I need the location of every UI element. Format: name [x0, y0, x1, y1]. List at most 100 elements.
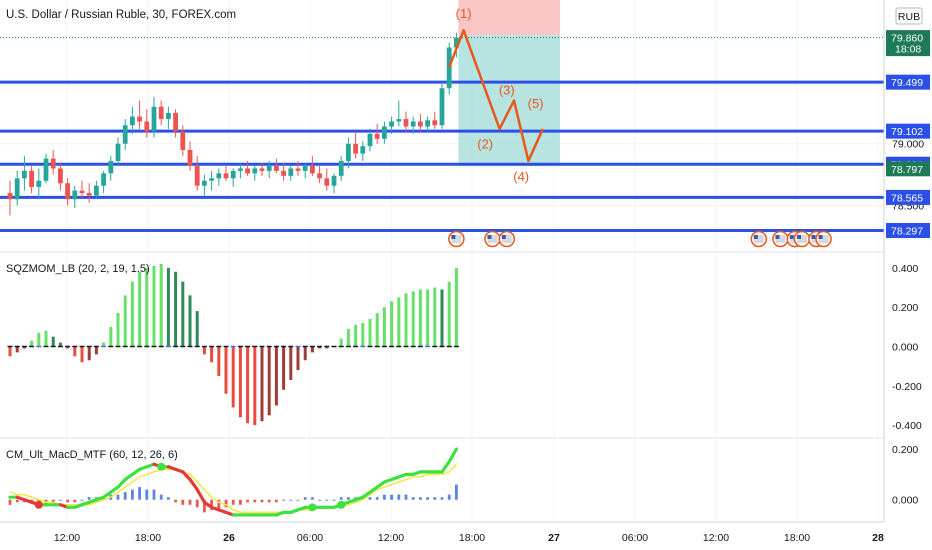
macd-histogram-bar — [59, 499, 62, 501]
event-markers[interactable] — [448, 230, 832, 248]
momentum-bar — [51, 336, 55, 347]
candle-body — [101, 173, 106, 186]
candle-body — [338, 161, 344, 176]
flag-stripes — [451, 235, 462, 243]
momentum-bar — [447, 281, 451, 347]
momentum-bar — [116, 313, 120, 347]
macd-histogram-bar — [303, 497, 307, 500]
candle-body — [22, 170, 27, 179]
time-tick-label: 06:00 — [622, 532, 648, 544]
price-tag[interactable] — [886, 30, 930, 57]
momentum-bar — [426, 289, 430, 347]
candle-body — [180, 131, 186, 150]
macd-histogram-bar — [455, 484, 458, 500]
wave-label: (2) — [477, 137, 493, 152]
price-tag[interactable] — [886, 74, 930, 90]
momentum-bar — [87, 346, 91, 361]
macd-histogram-bar — [224, 499, 228, 508]
momentum-bar — [80, 346, 84, 363]
wave-path[interactable] — [448, 28, 544, 163]
candle-body — [425, 120, 430, 127]
momentum-bar — [224, 346, 228, 394]
macd-histogram-bar — [51, 499, 55, 503]
candle-body — [166, 112, 171, 120]
candle-body — [259, 168, 265, 171]
candle-body — [36, 180, 42, 187]
macd-histogram-bar — [15, 499, 19, 503]
candle-body — [331, 175, 337, 186]
price-tag[interactable] — [886, 123, 930, 139]
macd-histogram-bar — [411, 497, 415, 500]
momentum-bar — [123, 295, 127, 347]
momentum-bar — [102, 342, 106, 347]
macd-cross-dot — [308, 503, 317, 512]
candle-body — [151, 106, 157, 132]
macd-histogram-bar — [231, 499, 235, 505]
candle-body — [216, 173, 222, 179]
time-axis[interactable]: 12:00 18:00 26 06:00 12:00 18:00 27 06:00 12:00 1… — [54, 532, 884, 544]
momentum-bar — [289, 346, 293, 380]
price-tag[interactable] — [886, 161, 930, 177]
momentum-bar — [296, 346, 300, 371]
candle-body — [158, 106, 164, 120]
momentum-bar — [44, 330, 48, 347]
currency-badge[interactable] — [895, 7, 923, 25]
candle-body — [281, 170, 286, 176]
momentum-bar — [210, 346, 214, 363]
momentum-bar — [94, 346, 98, 355]
macd-histogram-bar — [282, 499, 285, 501]
candle-body — [43, 158, 49, 181]
momentum-bar — [246, 346, 250, 424]
momentum-bar — [37, 332, 41, 347]
macd-histogram-bar — [325, 499, 329, 501]
macd-histogram-bar — [383, 494, 386, 500]
target-zone — [458, 35, 560, 166]
macd-histogram-bar — [433, 497, 437, 500]
momentum-bar — [346, 328, 350, 347]
momentum-bar — [181, 281, 185, 347]
momentum-bar — [145, 267, 149, 347]
momentum-bar — [159, 263, 163, 347]
momentum-bar — [58, 342, 62, 347]
elliott-wave[interactable]: (1) (2) (3) (4) (5) — [448, 6, 544, 184]
time-tick-label: 12:00 — [54, 532, 80, 544]
candle-body — [310, 165, 315, 174]
grid-lines — [0, 0, 884, 522]
momentum-bar — [138, 271, 142, 347]
macd-histogram-bar — [116, 494, 120, 500]
flag-canton — [818, 235, 823, 239]
momentum-bar — [152, 265, 156, 347]
momentum-bar — [8, 346, 12, 357]
macd-line-segment — [440, 460, 451, 474]
macd-histogram-bar — [246, 499, 249, 503]
candle-body — [187, 149, 193, 166]
macd-histogram-bar — [296, 499, 300, 501]
price-tag-label: 78.797 — [891, 164, 923, 176]
macd-histogram-bar — [159, 494, 163, 500]
price-axis[interactable]: 79.00078.50079.86018:0879.49979.10278.83… — [886, 30, 930, 507]
momentum-bar — [130, 281, 134, 347]
momentum-bar — [166, 267, 170, 347]
price-tag[interactable] — [886, 189, 930, 205]
candle-body — [238, 168, 243, 171]
macd-histogram-bar — [66, 499, 69, 503]
momentum-bar — [354, 324, 358, 347]
time-tick-label: 06:00 — [297, 532, 323, 544]
price-tag[interactable] — [886, 222, 930, 238]
candle-body — [252, 168, 258, 174]
momentum-bar — [195, 311, 199, 347]
sqzmom-tick-label: 0.200 — [892, 302, 918, 314]
momentum-bar — [375, 313, 379, 347]
macd-histogram-bar — [253, 499, 257, 503]
macd-histogram-bar — [174, 499, 177, 503]
candle-body — [374, 133, 380, 139]
price-tag-label: 79.499 — [891, 77, 923, 89]
macd-line-segment — [181, 470, 192, 482]
macd-histogram-bar — [217, 499, 221, 510]
macd-tick-label: 0.200 — [892, 444, 918, 456]
momentum-bar — [73, 346, 77, 357]
macd-histogram-bar — [195, 499, 199, 508]
macd-histogram-bar — [145, 489, 149, 500]
macd-histogram-bar — [275, 499, 278, 503]
